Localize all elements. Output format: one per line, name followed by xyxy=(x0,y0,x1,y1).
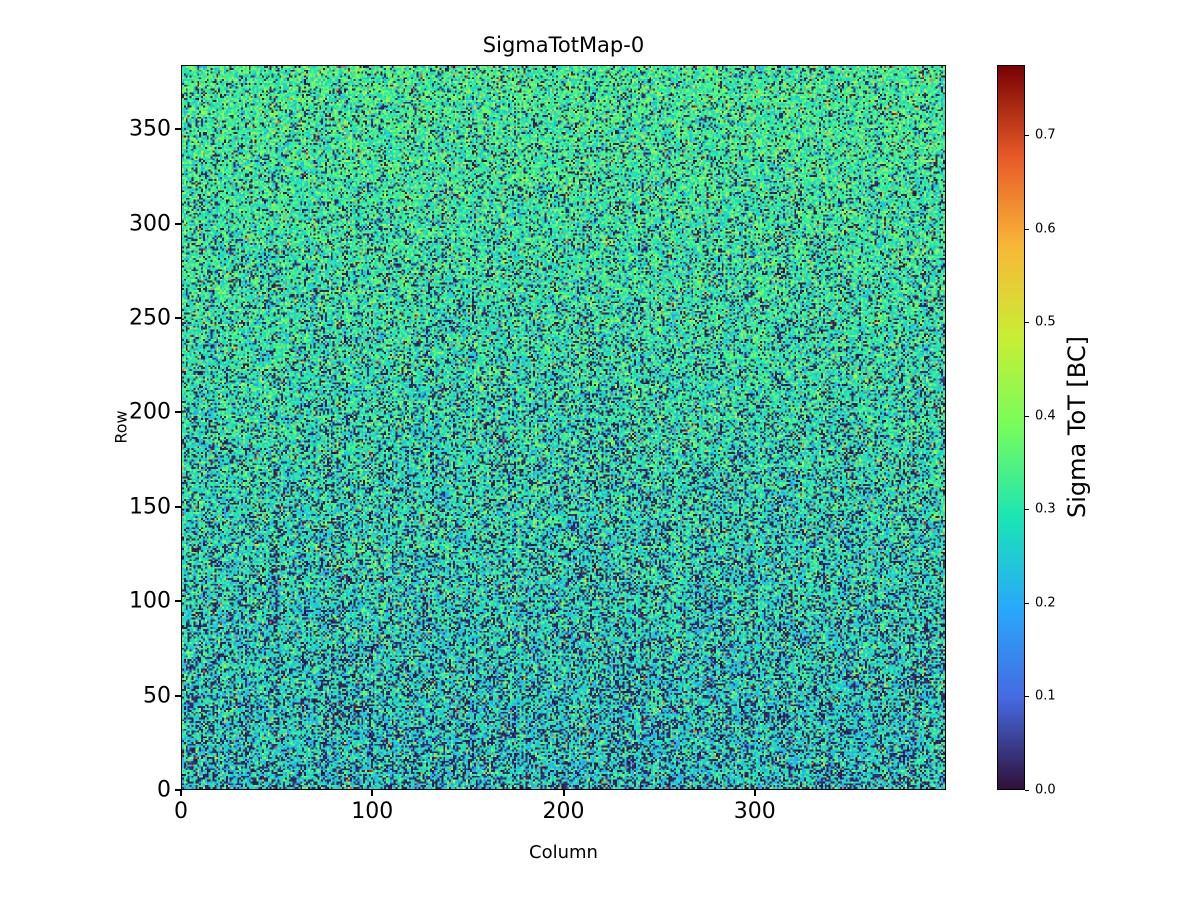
colorbar-tick-mark xyxy=(1025,696,1029,698)
heatmap-plot-area xyxy=(181,65,946,790)
y-tick-label: 100 xyxy=(129,588,171,614)
x-tick-label: 0 xyxy=(174,799,188,824)
chart-title: SigmaTotMap-0 xyxy=(482,33,645,57)
colorbar-tick-mark xyxy=(1025,415,1029,417)
colorbar-tick-label: 0.4 xyxy=(1035,408,1056,424)
x-axis-label: Column xyxy=(529,842,598,863)
y-tick-label: 250 xyxy=(129,305,171,331)
y-axis-label: Row xyxy=(111,410,131,444)
x-tick-mark xyxy=(371,790,374,796)
heatmap-canvas xyxy=(182,66,945,789)
x-tick-mark xyxy=(753,790,756,796)
x-tick-mark xyxy=(180,790,182,796)
y-tick-label: 350 xyxy=(129,116,171,142)
y-tick-mark xyxy=(175,505,181,508)
y-tick-label: 300 xyxy=(129,211,171,237)
colorbar-label: Sigma ToT [BC] xyxy=(1063,336,1091,518)
y-tick-mark xyxy=(175,222,181,225)
y-tick-mark xyxy=(175,411,181,414)
y-tick-mark xyxy=(175,694,181,697)
y-tick-label: 150 xyxy=(129,494,171,520)
colorbar-tick-label: 0.0 xyxy=(1035,782,1056,798)
colorbar xyxy=(997,65,1025,790)
colorbar-tick-label: 0.2 xyxy=(1035,595,1056,611)
colorbar-tick-label: 0.5 xyxy=(1035,314,1056,330)
colorbar-tick-mark xyxy=(1025,790,1029,791)
y-tick-label: 50 xyxy=(143,683,171,709)
x-tick-label: 300 xyxy=(733,799,776,824)
colorbar-tick-mark xyxy=(1025,322,1029,324)
y-tick-mark xyxy=(175,789,181,791)
x-tick-label: 100 xyxy=(351,799,394,824)
colorbar-tick-label: 0.3 xyxy=(1035,501,1056,517)
y-tick-label: 200 xyxy=(129,399,171,425)
y-tick-mark xyxy=(175,600,181,603)
colorbar-tick-mark xyxy=(1025,509,1029,511)
y-tick-mark xyxy=(175,128,181,131)
colorbar-tick-mark xyxy=(1025,602,1029,604)
colorbar-tick-mark xyxy=(1025,228,1029,230)
colorbar-gradient xyxy=(998,66,1024,789)
colorbar-tick-label: 0.7 xyxy=(1035,127,1056,143)
colorbar-tick-mark xyxy=(1025,135,1029,137)
y-tick-label: 0 xyxy=(157,777,171,803)
x-tick-mark xyxy=(562,790,565,796)
y-tick-mark xyxy=(175,316,181,319)
x-tick-label: 200 xyxy=(542,799,585,824)
colorbar-tick-label: 0.6 xyxy=(1035,221,1056,237)
colorbar-tick-label: 0.1 xyxy=(1035,688,1056,704)
